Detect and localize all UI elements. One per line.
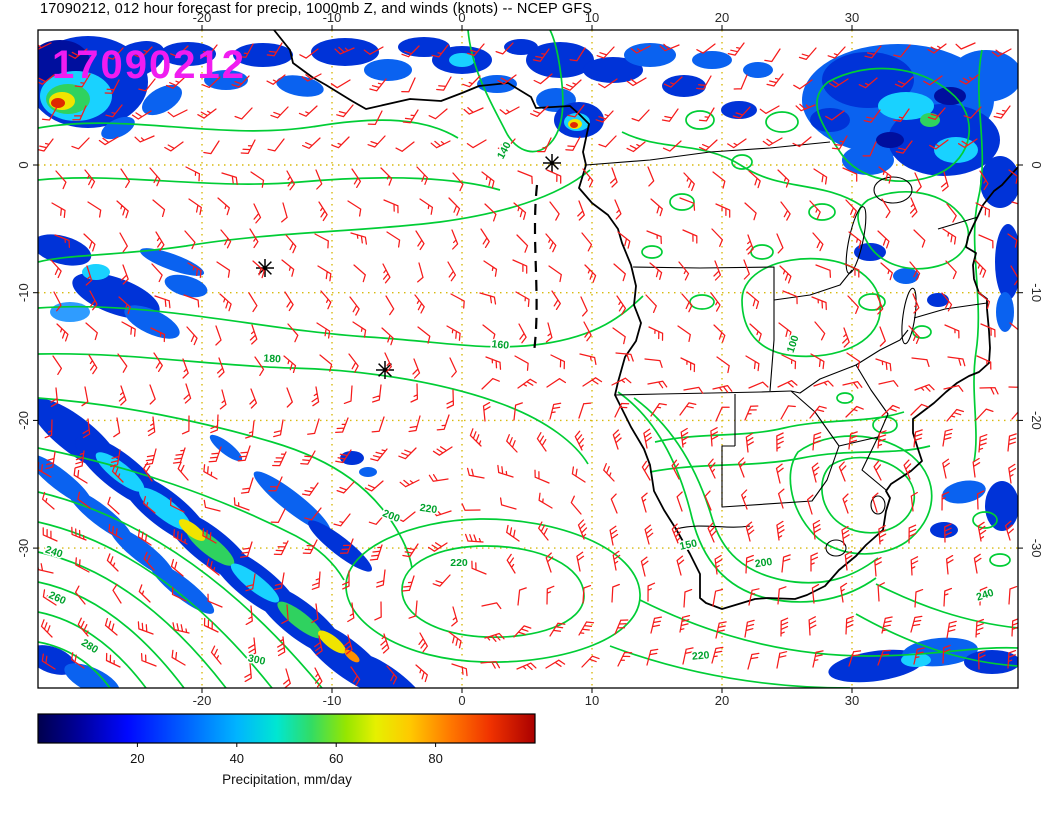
x-tick-label-bottom: 0 bbox=[458, 693, 465, 708]
contour-label: 300 bbox=[247, 652, 267, 667]
colorbar-tick-label: 60 bbox=[329, 751, 343, 766]
contour-label: 240 bbox=[975, 587, 996, 604]
colorbar-tick-label: 80 bbox=[428, 751, 442, 766]
height-contours-layer bbox=[38, 30, 1018, 688]
y-tick-label-right: 0 bbox=[1029, 161, 1044, 168]
x-tick-label-top: 30 bbox=[845, 10, 859, 25]
x-tick-label-bottom: -10 bbox=[323, 693, 342, 708]
precipitation-layer bbox=[38, 36, 1018, 688]
y-tick-label-right: -30 bbox=[1029, 539, 1044, 558]
colorbar-tick-label: 20 bbox=[130, 751, 144, 766]
asterisk-marker bbox=[256, 259, 274, 277]
country-borders bbox=[585, 141, 988, 557]
colorbar-title: Precipitation, mm/day bbox=[222, 772, 352, 787]
contour-label: 100 bbox=[785, 334, 802, 355]
wind-barbs-layer bbox=[38, 42, 1018, 688]
contour-label: 220 bbox=[419, 502, 438, 516]
x-tick-label-bottom: 30 bbox=[845, 693, 859, 708]
contour-label: 220 bbox=[450, 557, 468, 569]
contour-label: 200 bbox=[381, 507, 402, 525]
y-tick-label-right: -20 bbox=[1029, 411, 1044, 430]
asterisk-marker bbox=[376, 361, 394, 379]
contour-label: 220 bbox=[691, 649, 710, 662]
x-tick-label-top: 0 bbox=[458, 10, 465, 25]
map-annotations-layer bbox=[256, 154, 561, 379]
contour-label: 150 bbox=[679, 537, 699, 552]
y-tick-label-left: 0 bbox=[16, 161, 31, 168]
y-tick-label-left: -30 bbox=[16, 539, 31, 558]
asterisk-marker bbox=[543, 154, 561, 172]
colorbar-tick-label: 40 bbox=[230, 751, 244, 766]
contour-label: 180 bbox=[263, 353, 281, 366]
x-tick-label-top: -20 bbox=[193, 10, 212, 25]
x-tick-label-bottom: 10 bbox=[585, 693, 599, 708]
dashed-trough-line bbox=[532, 184, 539, 353]
figure-title: 17090212, 012 hour forecast for precip, … bbox=[40, 1, 593, 17]
contour-label: 240 bbox=[44, 544, 65, 561]
contour-label: 280 bbox=[79, 637, 100, 657]
x-tick-label-top: -10 bbox=[323, 10, 342, 25]
colorbar: 20 40 60 80 Precipitation, mm/day bbox=[37, 713, 536, 787]
contour-label: 260 bbox=[47, 589, 68, 607]
x-tick-label-top: 10 bbox=[585, 10, 599, 25]
x-tick-label-bottom: -20 bbox=[193, 693, 212, 708]
wind-barb-glyphs bbox=[38, 42, 1018, 688]
x-tick-label-top: 20 bbox=[715, 10, 729, 25]
colorbar-gradient bbox=[37, 713, 536, 744]
timestamp-overlay: 17090212 bbox=[52, 43, 246, 87]
contour-label: 160 bbox=[491, 338, 510, 352]
y-tick-label-left: -20 bbox=[16, 411, 31, 430]
y-tick-label-right: -10 bbox=[1029, 283, 1044, 302]
x-tick-label-bottom: 20 bbox=[715, 693, 729, 708]
plot-border bbox=[37, 29, 1019, 689]
contour-label: 200 bbox=[754, 556, 773, 570]
colorbar-ticks: 20 40 60 80 bbox=[130, 743, 443, 766]
y-tick-label-left: -10 bbox=[16, 283, 31, 302]
